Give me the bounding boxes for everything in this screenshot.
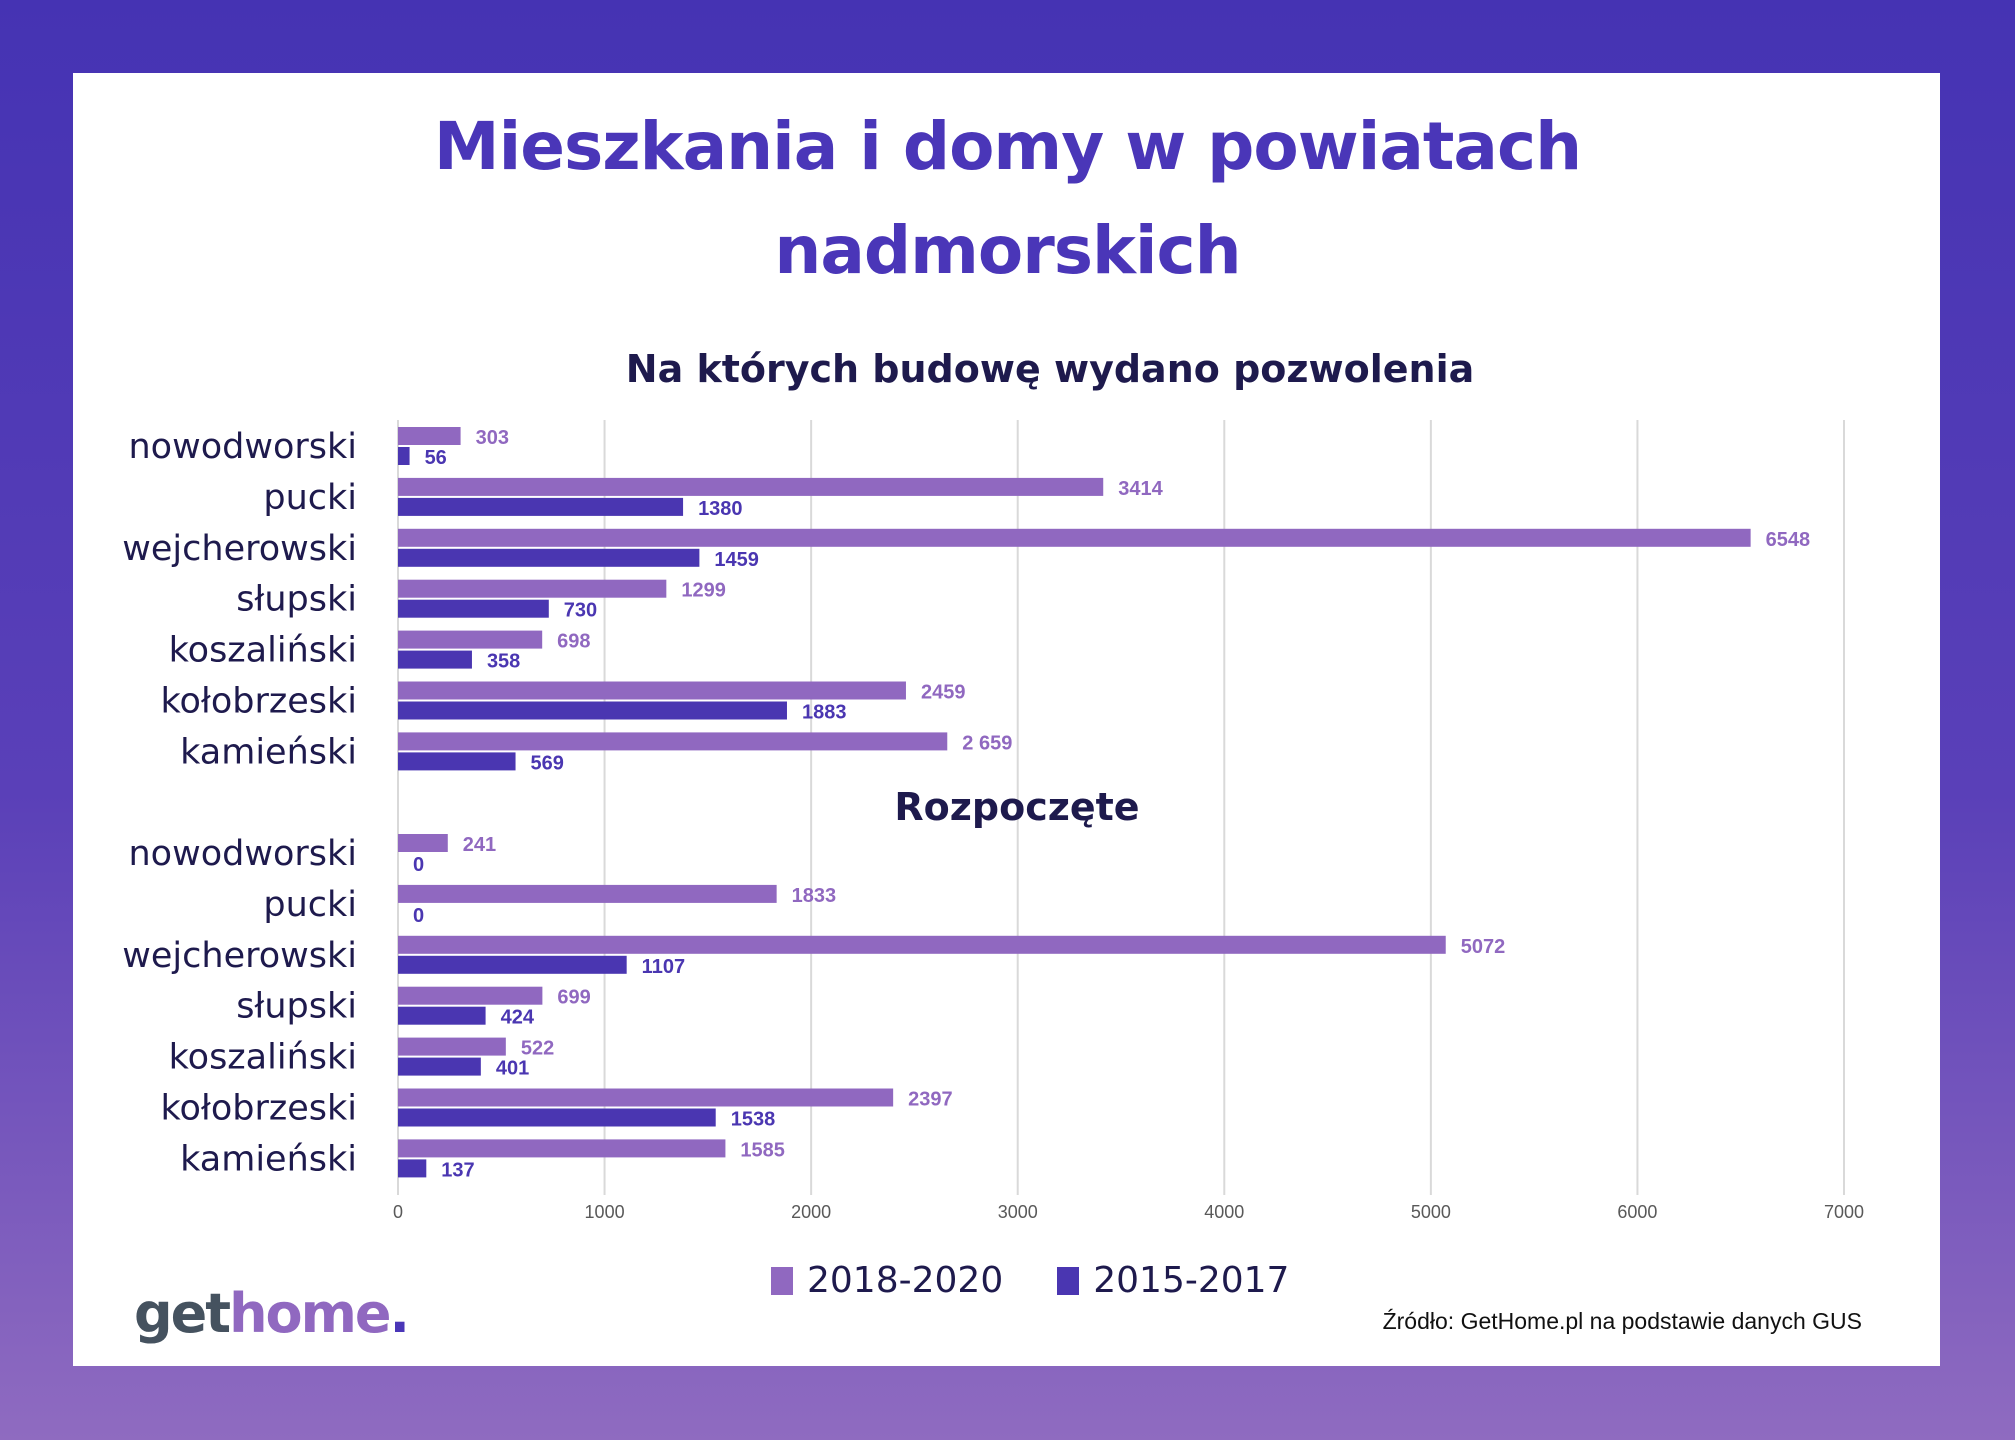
- data-label: 730: [564, 600, 597, 622]
- data-label: 522: [521, 1038, 554, 1060]
- data-label: 2397: [908, 1089, 953, 1111]
- data-label: 358: [487, 651, 520, 673]
- data-label: 569: [531, 752, 564, 774]
- bar-2015-2017: [398, 955, 627, 974]
- data-label: 6548: [1766, 529, 1811, 551]
- bar-2015-2017: [398, 548, 700, 567]
- bar-2015-2017: [398, 701, 787, 720]
- data-label: 0: [413, 905, 424, 927]
- legend-swatch-2018-2020: [771, 1266, 793, 1295]
- bar-2015-2017: [398, 599, 549, 618]
- bar-2018-2020: [398, 732, 948, 751]
- chart-card: [73, 73, 1940, 1366]
- category-label: nowodworski: [128, 427, 357, 467]
- category-label: słupski: [236, 580, 357, 620]
- bar-2015-2017: [398, 1006, 486, 1025]
- bar-2018-2020: [398, 681, 906, 700]
- category-label: słupski: [236, 987, 357, 1027]
- data-label: 699: [557, 987, 590, 1009]
- x-tick-label: 3000: [998, 1202, 1038, 1222]
- legend-label-2018-2020: 2018-2020: [807, 1260, 1004, 1301]
- category-label: kołobrzeski: [160, 682, 357, 722]
- bar-2018-2020: [398, 528, 1751, 547]
- data-label: 1459: [714, 549, 759, 571]
- data-label: 5072: [1461, 936, 1506, 958]
- category-label: koszaliński: [169, 631, 357, 671]
- x-tick-label: 5000: [1411, 1202, 1451, 1222]
- legend: 2018-2020 2015-2017: [771, 1260, 1289, 1301]
- bar-2015-2017: [398, 752, 516, 771]
- source-note: Źródło: GetHome.pl na podstawie danych G…: [1382, 1308, 1862, 1334]
- bar-2018-2020: [398, 834, 448, 852]
- data-label: 698: [557, 631, 590, 653]
- bar-2018-2020: [398, 935, 1446, 954]
- category-label: kamieński: [180, 732, 357, 772]
- data-label: 303: [476, 427, 509, 449]
- data-label: 3414: [1118, 478, 1163, 500]
- data-label: 1299: [681, 580, 726, 602]
- legend-label-2015-2017: 2015-2017: [1093, 1260, 1290, 1301]
- x-tick-label: 2000: [791, 1202, 831, 1222]
- x-tick-label: 0: [393, 1202, 403, 1222]
- data-label: 1380: [698, 498, 743, 520]
- gethome-logo: gethome.: [134, 1282, 410, 1345]
- category-label: koszaliński: [169, 1038, 357, 1078]
- x-tick-label: 6000: [1617, 1202, 1657, 1222]
- data-label: 241: [463, 834, 496, 856]
- category-label: pucki: [263, 478, 357, 518]
- bar-2018-2020: [398, 986, 543, 1005]
- category-label: wejcherowski: [122, 936, 357, 976]
- data-label: 0: [413, 854, 424, 876]
- data-label: 1833: [792, 885, 837, 907]
- bar-2018-2020: [398, 1037, 506, 1056]
- bar-2015-2017: [398, 650, 472, 669]
- bar-2015-2017: [398, 1108, 716, 1127]
- data-label: 1883: [802, 702, 847, 724]
- category-label: pucki: [263, 885, 357, 925]
- panel-title: Na których budowę wydano pozwolenia: [626, 347, 1474, 391]
- bar-2018-2020: [398, 1139, 726, 1158]
- bar-2015-2017: [398, 1057, 481, 1076]
- x-tick-label: 4000: [1204, 1202, 1244, 1222]
- data-label: 1107: [642, 956, 685, 978]
- bar-2015-2017: [398, 447, 410, 465]
- category-label: kołobrzeski: [160, 1089, 357, 1129]
- bar-2015-2017: [398, 1159, 427, 1178]
- bar-2015-2017: [398, 497, 684, 516]
- chart-title-line1: Mieszkania i domy w powiatach: [433, 108, 1582, 185]
- data-label: 137: [441, 1159, 474, 1181]
- category-label: kamieński: [180, 1139, 357, 1179]
- data-label: 401: [496, 1058, 529, 1080]
- bar-2018-2020: [398, 579, 667, 598]
- category-label: nowodworski: [128, 834, 357, 874]
- data-label: 1585: [740, 1139, 785, 1161]
- data-label: 56: [425, 447, 447, 469]
- bar-2018-2020: [398, 427, 461, 445]
- bar-2018-2020: [398, 477, 1104, 496]
- data-label: 1538: [731, 1109, 776, 1131]
- bar-2018-2020: [398, 1088, 894, 1107]
- bar-2018-2020: [398, 884, 777, 903]
- data-label: 2 659: [962, 732, 1012, 754]
- bar-2018-2020: [398, 630, 543, 649]
- data-label: 424: [501, 1007, 535, 1029]
- panel-title: Rozpoczęte: [894, 785, 1139, 829]
- category-label: wejcherowski: [122, 529, 357, 569]
- chart-title-line2: nadmorskich: [774, 212, 1241, 289]
- x-tick-label: 7000: [1824, 1202, 1864, 1222]
- data-label: 2459: [921, 682, 966, 704]
- legend-swatch-2015-2017: [1057, 1266, 1080, 1295]
- x-tick-label: 1000: [585, 1202, 625, 1222]
